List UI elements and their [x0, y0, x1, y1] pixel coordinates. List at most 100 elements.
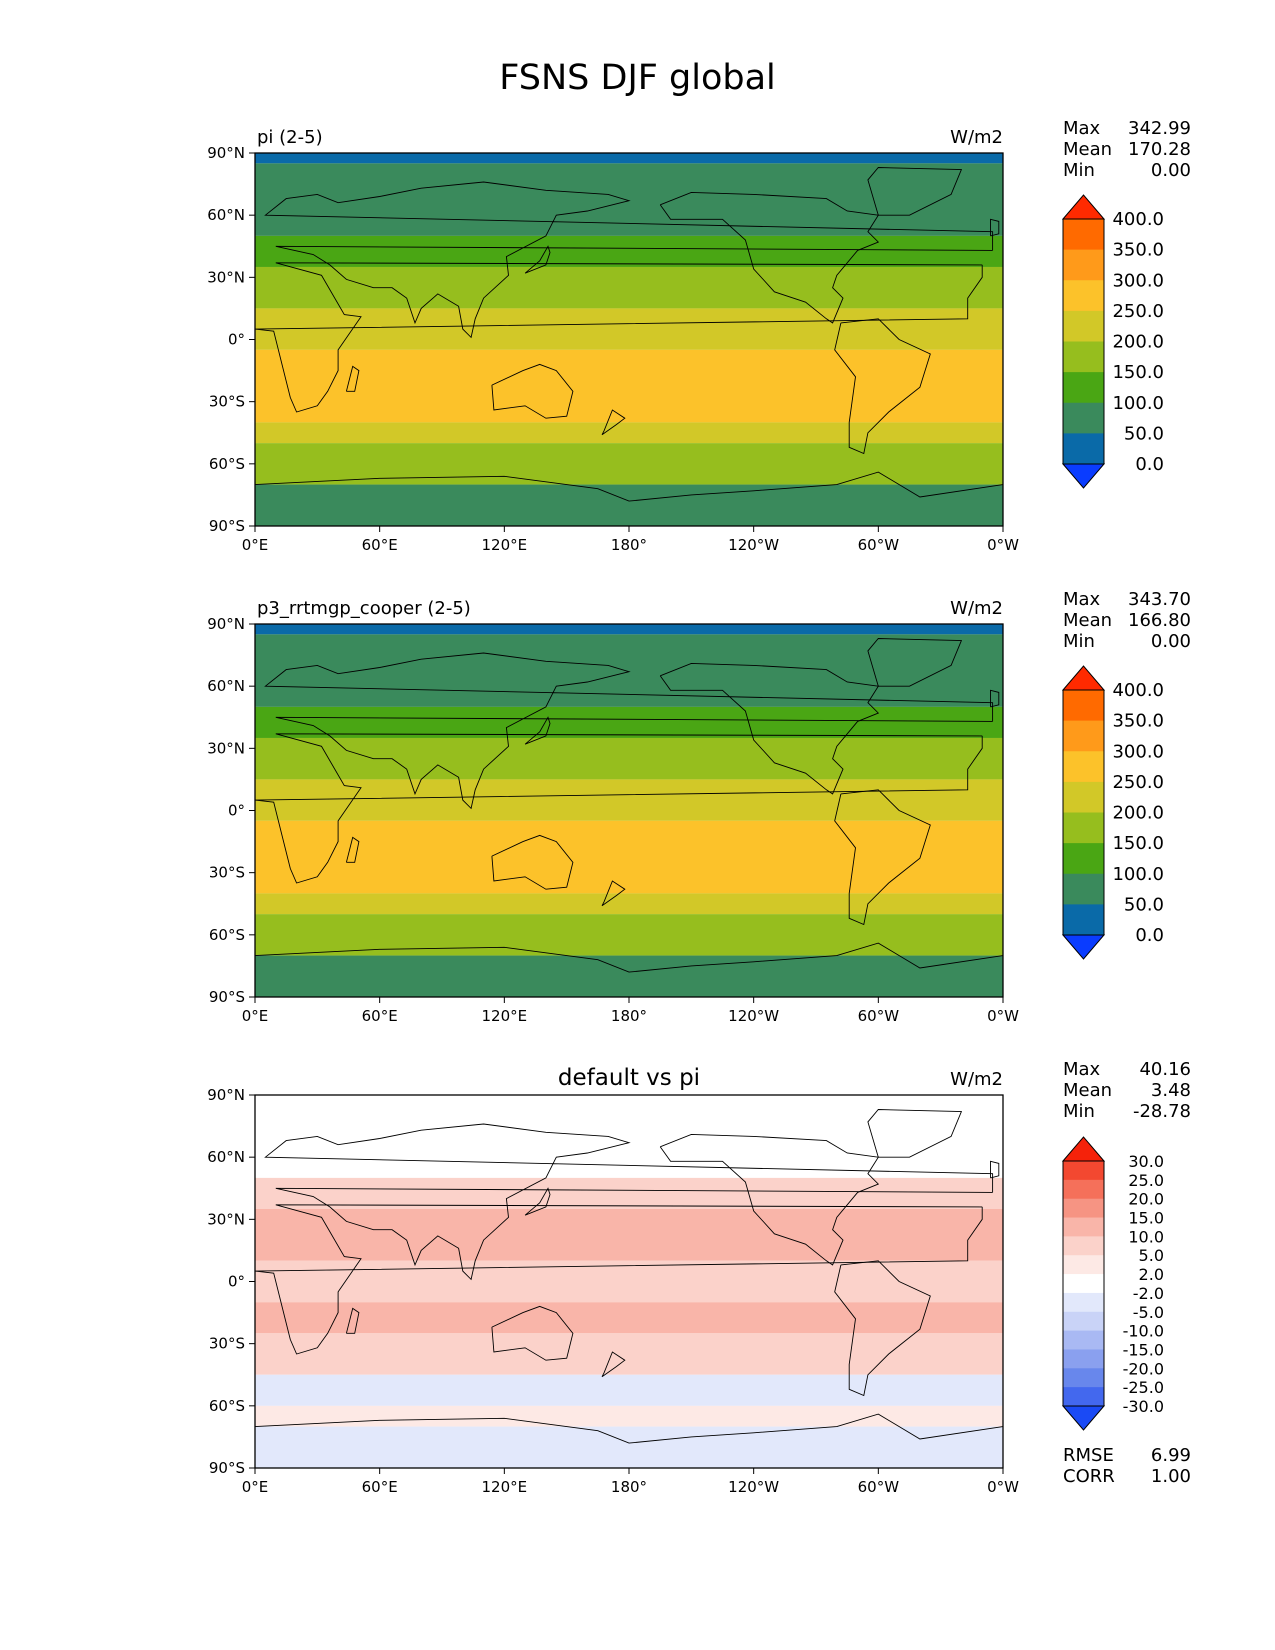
- y-tick-label: 90°S: [209, 1459, 245, 1477]
- colorbar-swatch: [1063, 1255, 1104, 1275]
- coastline: [601, 880, 626, 907]
- y-tick-label: 90°N: [207, 144, 245, 162]
- colorbar-label: 300.0: [1112, 270, 1164, 291]
- y-tick-label: 30°S: [209, 1335, 245, 1353]
- corr-value: 1.00: [1150, 1466, 1191, 1487]
- field-band: [255, 443, 1003, 485]
- colorbar-label: 350.0: [1112, 711, 1164, 732]
- x-tick-label: 0°W: [987, 1007, 1019, 1025]
- colorbar-frame: [1062, 218, 1105, 465]
- coastline: [659, 662, 880, 795]
- colorbar-label: -20.0: [1123, 1359, 1164, 1378]
- colorbar-swatch: [1063, 1179, 1104, 1200]
- field-band: [255, 1302, 1003, 1334]
- coastline: [254, 942, 1004, 973]
- colorbar-label: 50.0: [1124, 894, 1164, 915]
- x-tick-label: 180°: [611, 1478, 647, 1496]
- colorbar-swatch: [1063, 1349, 1104, 1369]
- x-tick-label: 60°W: [858, 1007, 900, 1025]
- colorbar-label: 0.0: [1135, 925, 1164, 946]
- stat-mean: 3.48: [1150, 1080, 1191, 1101]
- y-tick-label: 30°N: [207, 739, 245, 757]
- colorbar-swatch: [1063, 372, 1104, 404]
- colorbar-swatch: [1063, 751, 1104, 783]
- coastline: [491, 363, 574, 419]
- coastline: [264, 181, 994, 339]
- coastline: [264, 1123, 994, 1281]
- colorbar-swatch: [1063, 781, 1104, 813]
- coastline: [524, 1187, 551, 1216]
- coastline: [254, 733, 983, 884]
- colorbar-swatch: [1063, 1217, 1104, 1237]
- y-tick-label: 90°S: [209, 988, 245, 1006]
- colorbar-label: 20.0: [1128, 1190, 1164, 1209]
- colorbar-swatch: [1063, 812, 1104, 844]
- colorbar-swatch: [1063, 433, 1104, 465]
- colorbar-label: 50.0: [1124, 423, 1164, 444]
- coastline: [254, 1413, 1004, 1444]
- y-tick-label: 60°N: [207, 206, 245, 224]
- y-tick-label: 90°S: [209, 517, 245, 535]
- field-band: [255, 1208, 1003, 1261]
- field-band: [255, 484, 1003, 526]
- colorbar-swatch: [1063, 219, 1104, 251]
- colorbar-label: 30.0: [1128, 1152, 1164, 1171]
- coastlines: [254, 167, 1004, 502]
- colorbar: 30.025.020.015.010.05.02.0-2.0-5.0-10.0-…: [1061, 1136, 1164, 1431]
- coastline: [345, 1307, 360, 1334]
- coastline: [867, 1109, 963, 1158]
- x-tick-label: 120°W: [728, 1007, 779, 1025]
- colorbar-swatch: [1063, 280, 1104, 312]
- coastline: [867, 638, 963, 687]
- map-panel-1: pi (2-5) W/m2 0°E 60°E 120°E 180° 120°W 60°W 0°W…: [207, 127, 1164, 554]
- colorbar-swatch: [1063, 720, 1104, 752]
- field-band: [255, 1333, 1003, 1375]
- colorbar-label: 100.0: [1112, 393, 1164, 414]
- stat-mean: 166.80: [1128, 610, 1191, 631]
- colorbar-swatch: [1063, 904, 1104, 936]
- coastline: [601, 409, 626, 436]
- coastline: [867, 167, 963, 216]
- map-panel-2: p3_rrtmgp_cooper (2-5) W/m2 0°E 60°E 120°E 18…: [207, 598, 1164, 1025]
- colorbar-label: 350.0: [1112, 240, 1164, 261]
- coastline: [491, 1305, 574, 1361]
- coastline: [491, 834, 574, 890]
- y-tick-label: 30°S: [209, 393, 245, 411]
- x-tick-label: 0°E: [242, 1478, 269, 1496]
- stat-mean: 170.28: [1128, 139, 1191, 160]
- coastlines: [254, 638, 1004, 973]
- panel-title: default vs pi: [558, 1065, 700, 1091]
- x-tick-label: 180°: [611, 1007, 647, 1025]
- colorbar-swatch: [1063, 1387, 1104, 1407]
- y-tick-label: 0°: [228, 331, 245, 349]
- field-band: [255, 349, 1003, 423]
- x-tick-label: 0°E: [242, 1007, 269, 1025]
- coastline: [524, 716, 551, 745]
- colorbar-label: 250.0: [1112, 301, 1164, 322]
- x-tick-label: 60°E: [362, 1478, 398, 1496]
- panel-title: pi (2-5): [257, 127, 323, 148]
- stat-min: 0.00: [1150, 631, 1191, 652]
- stat-min: -28.78: [1132, 1101, 1191, 1122]
- colorbar-swatch: [1063, 1274, 1104, 1294]
- colorbar-label: -30.0: [1123, 1397, 1164, 1416]
- colorbar-swatch: [1063, 402, 1104, 434]
- colorbar-label: 25.0: [1128, 1171, 1164, 1190]
- colorbar-label: 150.0: [1112, 833, 1164, 854]
- field-band: [255, 706, 1003, 738]
- units-label: W/m2: [950, 598, 1003, 619]
- field-band: [255, 1177, 1003, 1209]
- stats-block-1: Max 342.99 Mean 170.28 Min 0.00: [1063, 118, 1191, 181]
- colorbar-label: 200.0: [1112, 803, 1164, 824]
- colorbar-label: 400.0: [1112, 680, 1164, 701]
- coastline: [345, 836, 360, 863]
- x-tick-label: 120°E: [482, 1007, 528, 1025]
- coastlines: [254, 1109, 1004, 1444]
- colorbar-swatch: [1063, 310, 1104, 342]
- y-tick-label: 30°N: [207, 1210, 245, 1228]
- colorbar-swatch: [1063, 1311, 1104, 1332]
- colorbar-swatch: [1063, 843, 1104, 875]
- stat-max: 342.99: [1128, 118, 1191, 139]
- coastline: [990, 1160, 1000, 1179]
- y-tick-label: 30°N: [207, 268, 245, 286]
